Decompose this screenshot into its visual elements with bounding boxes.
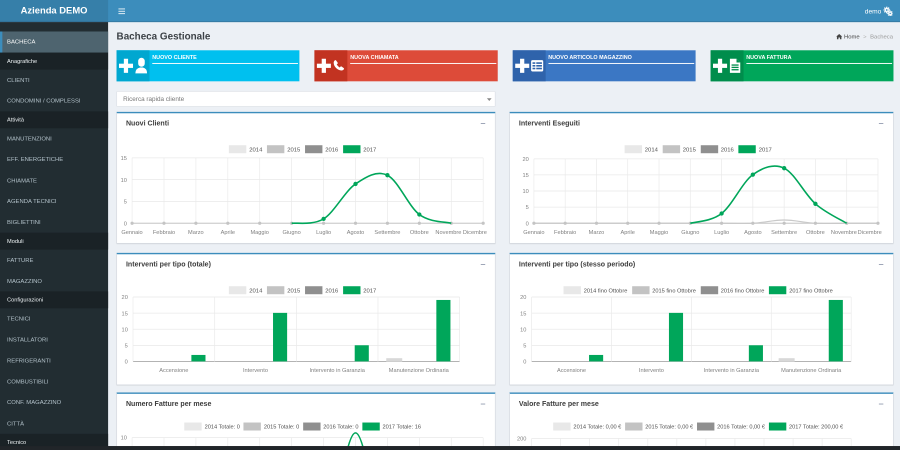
svg-text:Giugno: Giugno — [681, 230, 699, 236]
svg-text:200: 200 — [517, 437, 526, 443]
svg-text:Marzo: Marzo — [188, 230, 204, 236]
svg-text:0: 0 — [526, 221, 529, 227]
svg-text:Agosto: Agosto — [744, 230, 762, 236]
svg-text:Intervento: Intervento — [243, 368, 268, 374]
svg-text:10: 10 — [122, 327, 128, 333]
svg-text:5: 5 — [526, 205, 529, 211]
svg-text:Maggio: Maggio — [650, 230, 668, 236]
svg-text:Intervento in Garanzia: Intervento in Garanzia — [310, 368, 366, 374]
svg-text:Marzo: Marzo — [589, 230, 605, 236]
svg-text:Luglio: Luglio — [316, 230, 331, 236]
svg-text:Febbraio: Febbraio — [153, 230, 175, 236]
svg-text:15: 15 — [522, 173, 528, 179]
svg-text:Intervento in Garanzia: Intervento in Garanzia — [704, 368, 760, 374]
svg-text:Agosto: Agosto — [347, 230, 365, 236]
svg-text:Aprile: Aprile — [621, 230, 635, 236]
svg-text:5: 5 — [523, 343, 526, 349]
svg-text:20: 20 — [522, 157, 528, 163]
svg-text:Febbraio: Febbraio — [554, 230, 576, 236]
svg-text:Gennaio: Gennaio — [121, 230, 142, 236]
svg-text:Dicembre: Dicembre — [858, 230, 882, 236]
svg-text:Novembre: Novembre — [831, 230, 857, 236]
svg-text:15: 15 — [520, 311, 526, 317]
svg-text:5: 5 — [124, 200, 127, 206]
svg-text:20: 20 — [122, 295, 128, 301]
svg-text:20: 20 — [520, 295, 526, 301]
svg-text:Accensione: Accensione — [557, 368, 586, 374]
svg-text:0: 0 — [124, 221, 127, 227]
svg-text:Ottobre: Ottobre — [806, 230, 825, 236]
svg-text:Novembre: Novembre — [435, 230, 461, 236]
svg-text:Dicembre: Dicembre — [463, 230, 487, 236]
svg-text:Luglio: Luglio — [714, 230, 729, 236]
svg-text:5: 5 — [125, 343, 128, 349]
svg-text:15: 15 — [122, 311, 128, 317]
svg-text:Manutenzione Ordinaria: Manutenzione Ordinaria — [781, 368, 842, 374]
svg-text:Maggio: Maggio — [250, 230, 268, 236]
svg-text:Intervento: Intervento — [639, 368, 664, 374]
svg-text:Settembre: Settembre — [374, 230, 400, 236]
svg-text:0: 0 — [125, 360, 128, 366]
svg-text:Giugno: Giugno — [283, 230, 301, 236]
svg-text:Ottobre: Ottobre — [410, 230, 429, 236]
svg-text:0: 0 — [523, 360, 526, 366]
svg-text:15: 15 — [121, 156, 127, 162]
svg-text:Gennaio: Gennaio — [523, 230, 544, 236]
svg-text:10: 10 — [522, 189, 528, 195]
svg-text:10: 10 — [520, 327, 526, 333]
svg-text:10: 10 — [121, 178, 127, 184]
svg-text:Accensione: Accensione — [159, 368, 188, 374]
svg-text:Manutenzione Ordinaria: Manutenzione Ordinaria — [389, 368, 450, 374]
svg-text:Settembre: Settembre — [771, 230, 797, 236]
svg-text:10: 10 — [121, 436, 127, 442]
svg-text:Aprile: Aprile — [221, 230, 235, 236]
